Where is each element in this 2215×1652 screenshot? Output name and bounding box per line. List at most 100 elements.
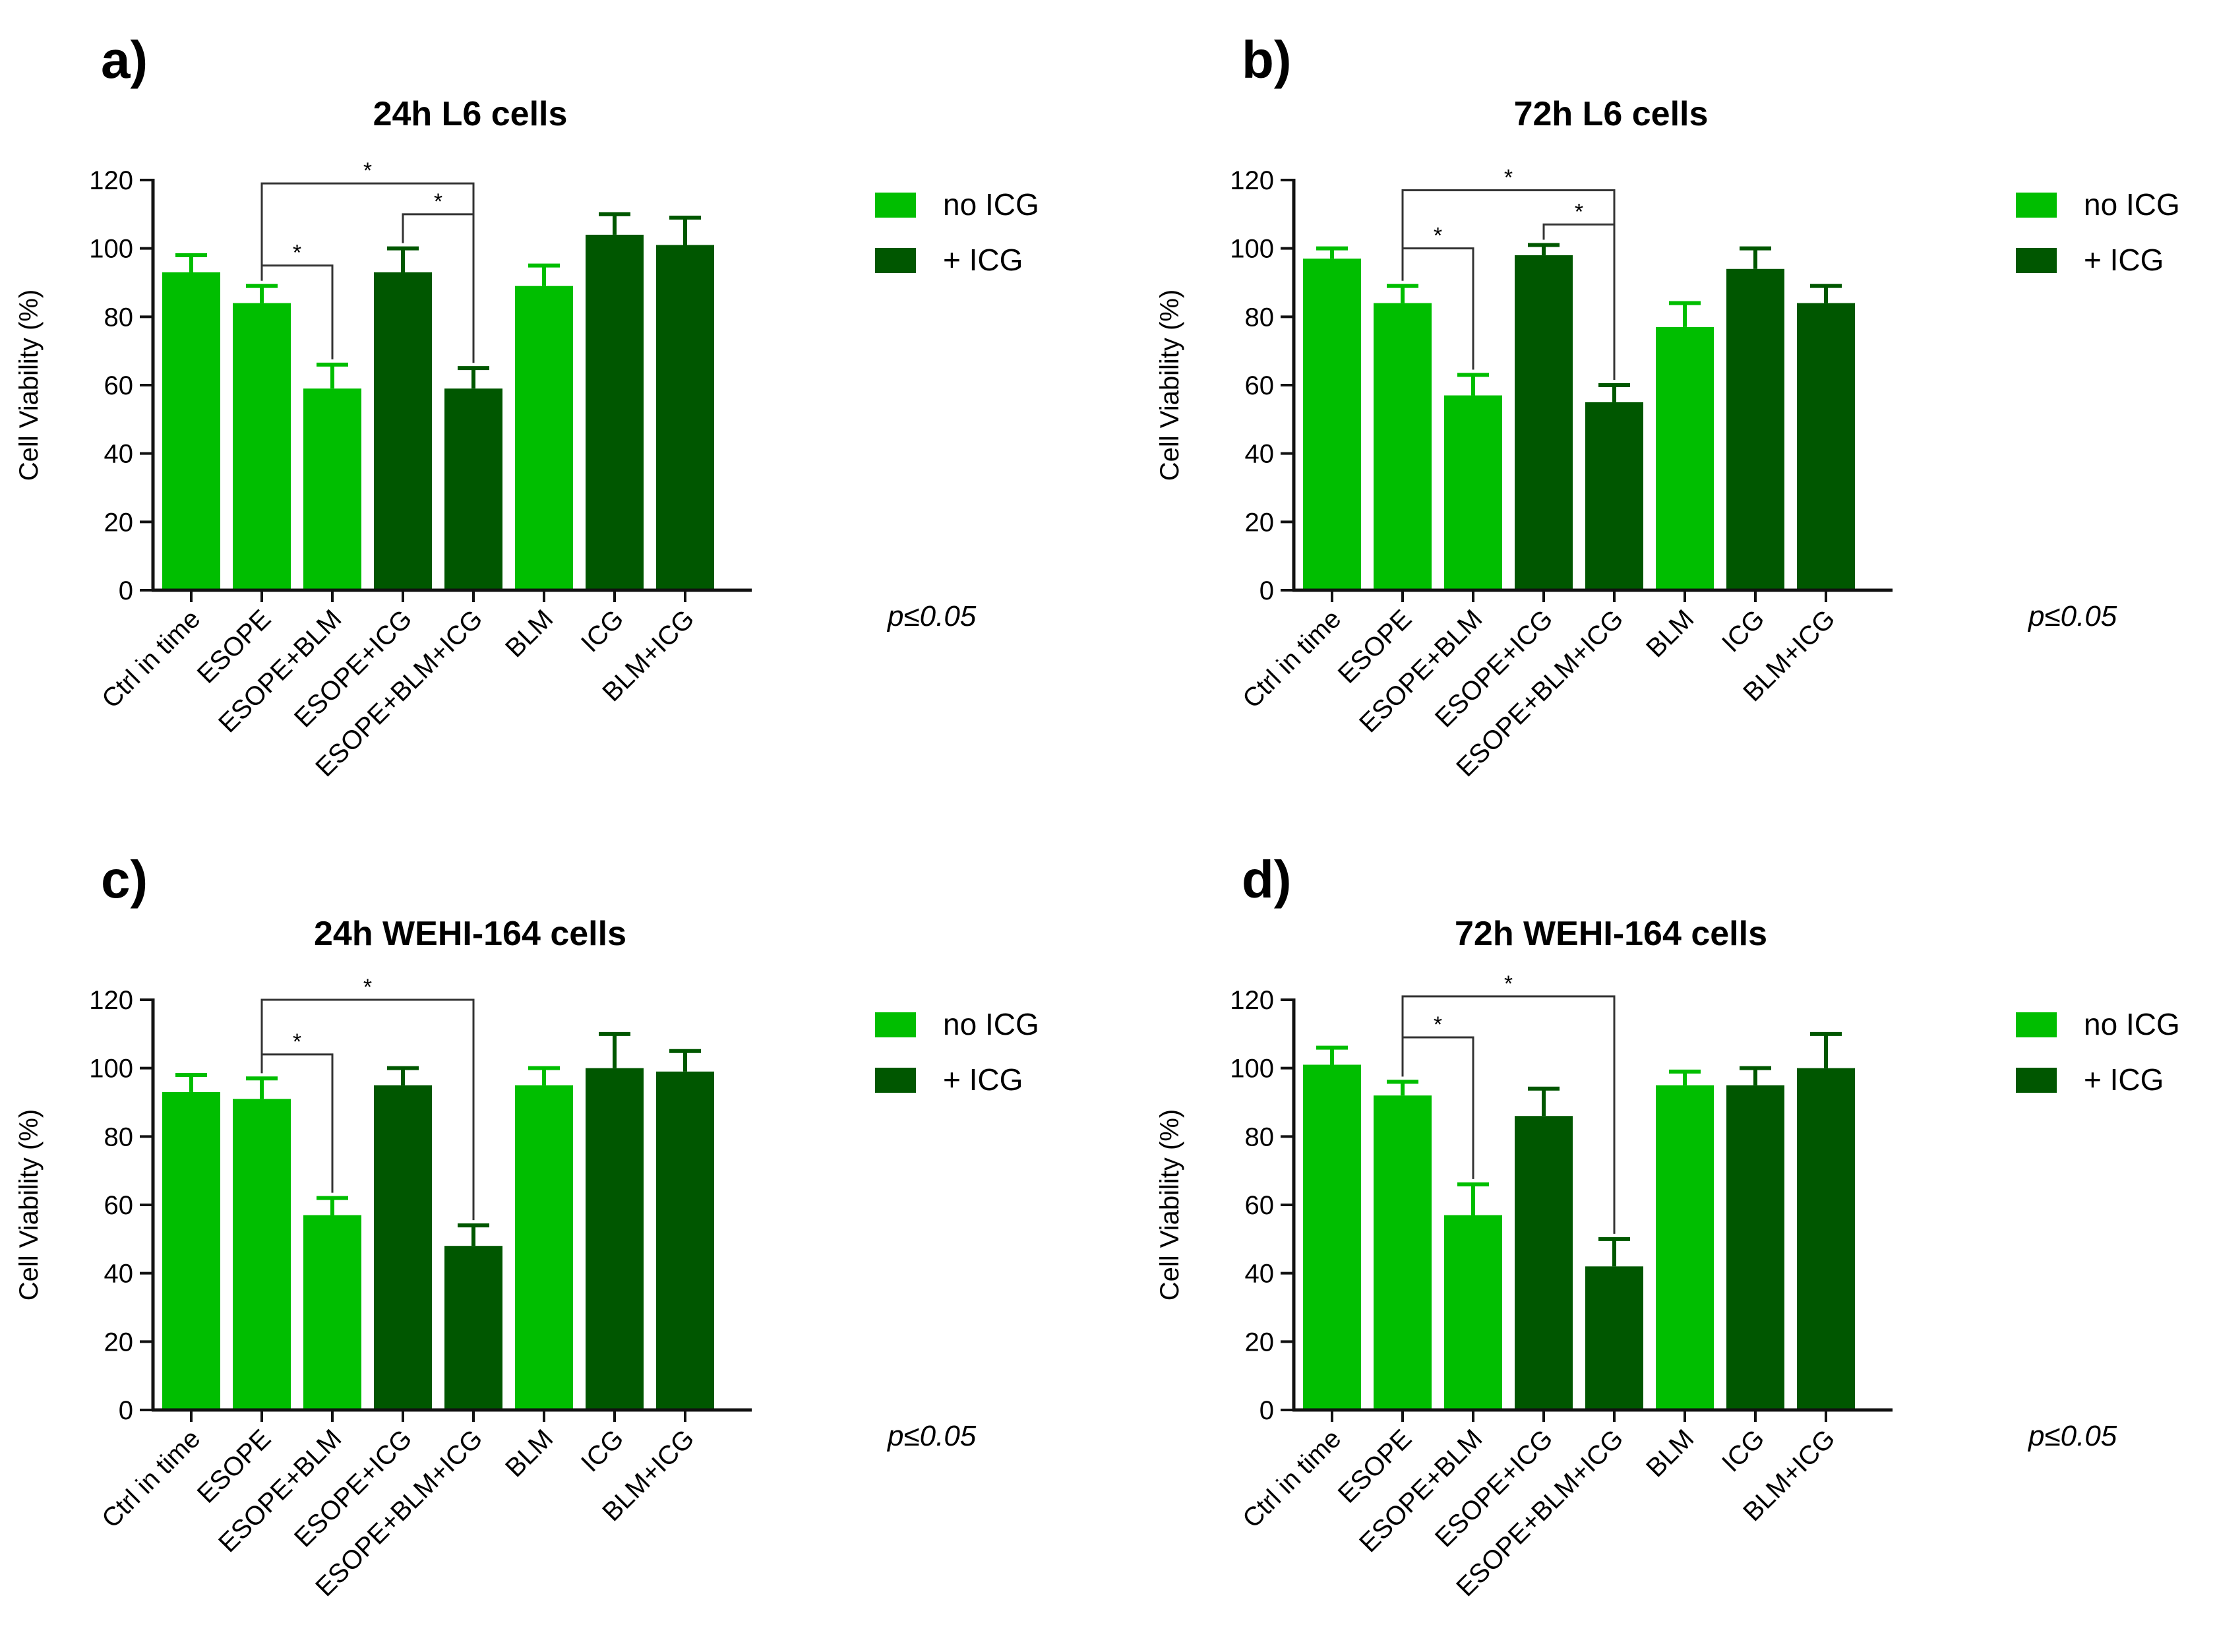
bar-7 xyxy=(1726,268,1784,590)
y-tick-label: 60 xyxy=(104,1191,134,1220)
bar-6 xyxy=(1656,326,1714,590)
bar-1 xyxy=(162,1091,220,1410)
y-tick-label: 20 xyxy=(1245,508,1275,537)
x-tick-label: ICG xyxy=(1716,604,1770,658)
legend-label-1: no ICG xyxy=(2084,1007,2180,1041)
significance-bracket-3 xyxy=(260,182,475,363)
panel-label: b) xyxy=(1242,30,1292,89)
y-tick-label: 120 xyxy=(1230,166,1274,195)
chart-title: 72h L6 cells xyxy=(1514,95,1709,133)
bar-1 xyxy=(1303,259,1361,590)
panel-label: a) xyxy=(101,30,148,89)
y-tick-label: 20 xyxy=(104,508,134,537)
y-tick-label: 80 xyxy=(1245,1122,1275,1151)
y-tick-label: 100 xyxy=(89,1055,133,1084)
bar-7 xyxy=(586,1068,644,1410)
bar-2 xyxy=(1374,303,1432,590)
bar-5 xyxy=(1585,402,1643,590)
legend-swatch-1 xyxy=(2016,1012,2057,1037)
panel-label: d) xyxy=(1242,850,1292,909)
y-tick-label: 60 xyxy=(1245,371,1275,400)
significance-star: * xyxy=(1575,199,1583,224)
y-tick-label: 80 xyxy=(104,1122,134,1151)
legend-label-2: + ICG xyxy=(2084,1062,2164,1097)
y-tick-label: 120 xyxy=(89,166,133,195)
legend-swatch-2 xyxy=(875,1068,916,1093)
chart-panel-1: a) 24h L6 cells 0 20 40 60 80 100 120 Cell Viabil… xyxy=(15,30,1039,782)
bar-8 xyxy=(656,1071,714,1410)
bar-7 xyxy=(586,234,644,590)
chart-panel-2: b) 72h L6 cells 0 20 40 60 80 100 120 Cell Viabil… xyxy=(1155,30,2180,782)
legend-swatch-1 xyxy=(2016,193,2057,218)
x-tick-label: BLM xyxy=(1641,1424,1699,1483)
y-axis-label: Cell Viability (%) xyxy=(1155,290,1184,481)
significance-star: * xyxy=(1504,971,1513,996)
bar-5 xyxy=(1585,1266,1643,1410)
legend-swatch-2 xyxy=(2016,248,2057,273)
significance-star: * xyxy=(293,1029,301,1055)
y-tick-label: 40 xyxy=(1245,440,1275,469)
y-tick-label: 100 xyxy=(89,235,133,264)
y-tick-label: 120 xyxy=(1230,986,1274,1015)
significance-star: * xyxy=(363,158,372,183)
legend-label-2: + ICG xyxy=(943,243,1023,277)
y-tick-label: 0 xyxy=(119,576,133,605)
bar-3 xyxy=(303,1215,361,1410)
chart-title: 24h WEHI-164 cells xyxy=(314,915,626,953)
chart-panel-3: c) 24h WEHI-164 cells 0 20 40 60 80 100 120 Cell … xyxy=(15,850,1039,1602)
x-tick-label: ESOPE+BLM xyxy=(213,604,347,738)
significance-star: * xyxy=(1434,1012,1442,1037)
bar-3 xyxy=(1444,395,1502,590)
x-tick-label: BLM xyxy=(500,1424,559,1483)
y-tick-label: 100 xyxy=(1230,235,1274,264)
legend-swatch-1 xyxy=(875,1012,916,1037)
significance-star: * xyxy=(434,189,442,214)
x-tick-label: BLM xyxy=(500,604,559,663)
y-tick-label: 20 xyxy=(104,1328,134,1357)
x-tick-label: Ctrl in time xyxy=(96,604,206,714)
y-tick-label: 20 xyxy=(1245,1328,1275,1357)
significance-bracket-3 xyxy=(1401,189,1616,380)
bar-2 xyxy=(233,303,291,590)
bar-7 xyxy=(1726,1085,1784,1410)
bar-6 xyxy=(1656,1085,1714,1410)
legend-label-1: no ICG xyxy=(943,187,1039,222)
legend-label-2: + ICG xyxy=(2084,243,2164,277)
bar-8 xyxy=(656,245,714,590)
y-tick-label: 40 xyxy=(104,440,134,469)
x-tick-label: Ctrl in time xyxy=(96,1424,206,1533)
bar-3 xyxy=(303,388,361,590)
y-tick-label: 120 xyxy=(89,986,133,1015)
bar-2 xyxy=(1374,1095,1432,1410)
pvalue-note: p≤0.05 xyxy=(2027,600,2117,632)
bar-6 xyxy=(515,1085,573,1410)
bar-4 xyxy=(374,1085,432,1410)
chart-title: 72h WEHI-164 cells xyxy=(1455,915,1767,953)
legend-label-2: + ICG xyxy=(943,1062,1023,1097)
x-tick-label: BLM xyxy=(1641,604,1699,663)
bar-2 xyxy=(233,1099,291,1410)
significance-bracket-2 xyxy=(260,998,475,1221)
bar-8 xyxy=(1797,303,1855,590)
bar-4 xyxy=(1515,1116,1573,1410)
bar-8 xyxy=(1797,1068,1855,1410)
y-tick-label: 0 xyxy=(1259,1396,1274,1425)
x-tick-label: ESOPE+BLM xyxy=(1354,604,1488,738)
y-tick-label: 60 xyxy=(1245,1191,1275,1220)
y-tick-label: 40 xyxy=(104,1260,134,1289)
x-tick-label: ESOPE+BLM xyxy=(213,1424,347,1558)
y-axis-label: Cell Viability (%) xyxy=(15,1109,44,1300)
x-tick-label: ICG xyxy=(1716,1424,1770,1477)
significance-star: * xyxy=(1434,224,1442,249)
pvalue-note: p≤0.05 xyxy=(886,600,977,632)
x-tick-label: Ctrl in time xyxy=(1237,1424,1347,1533)
x-tick-label: ICG xyxy=(576,1424,629,1477)
y-tick-label: 100 xyxy=(1230,1055,1274,1084)
bar-5 xyxy=(444,388,502,590)
legend-label-1: no ICG xyxy=(2084,187,2180,222)
significance-star: * xyxy=(293,241,301,266)
y-tick-label: 0 xyxy=(119,1396,133,1425)
y-tick-label: 80 xyxy=(104,303,134,332)
y-axis-label: Cell Viability (%) xyxy=(15,290,44,481)
